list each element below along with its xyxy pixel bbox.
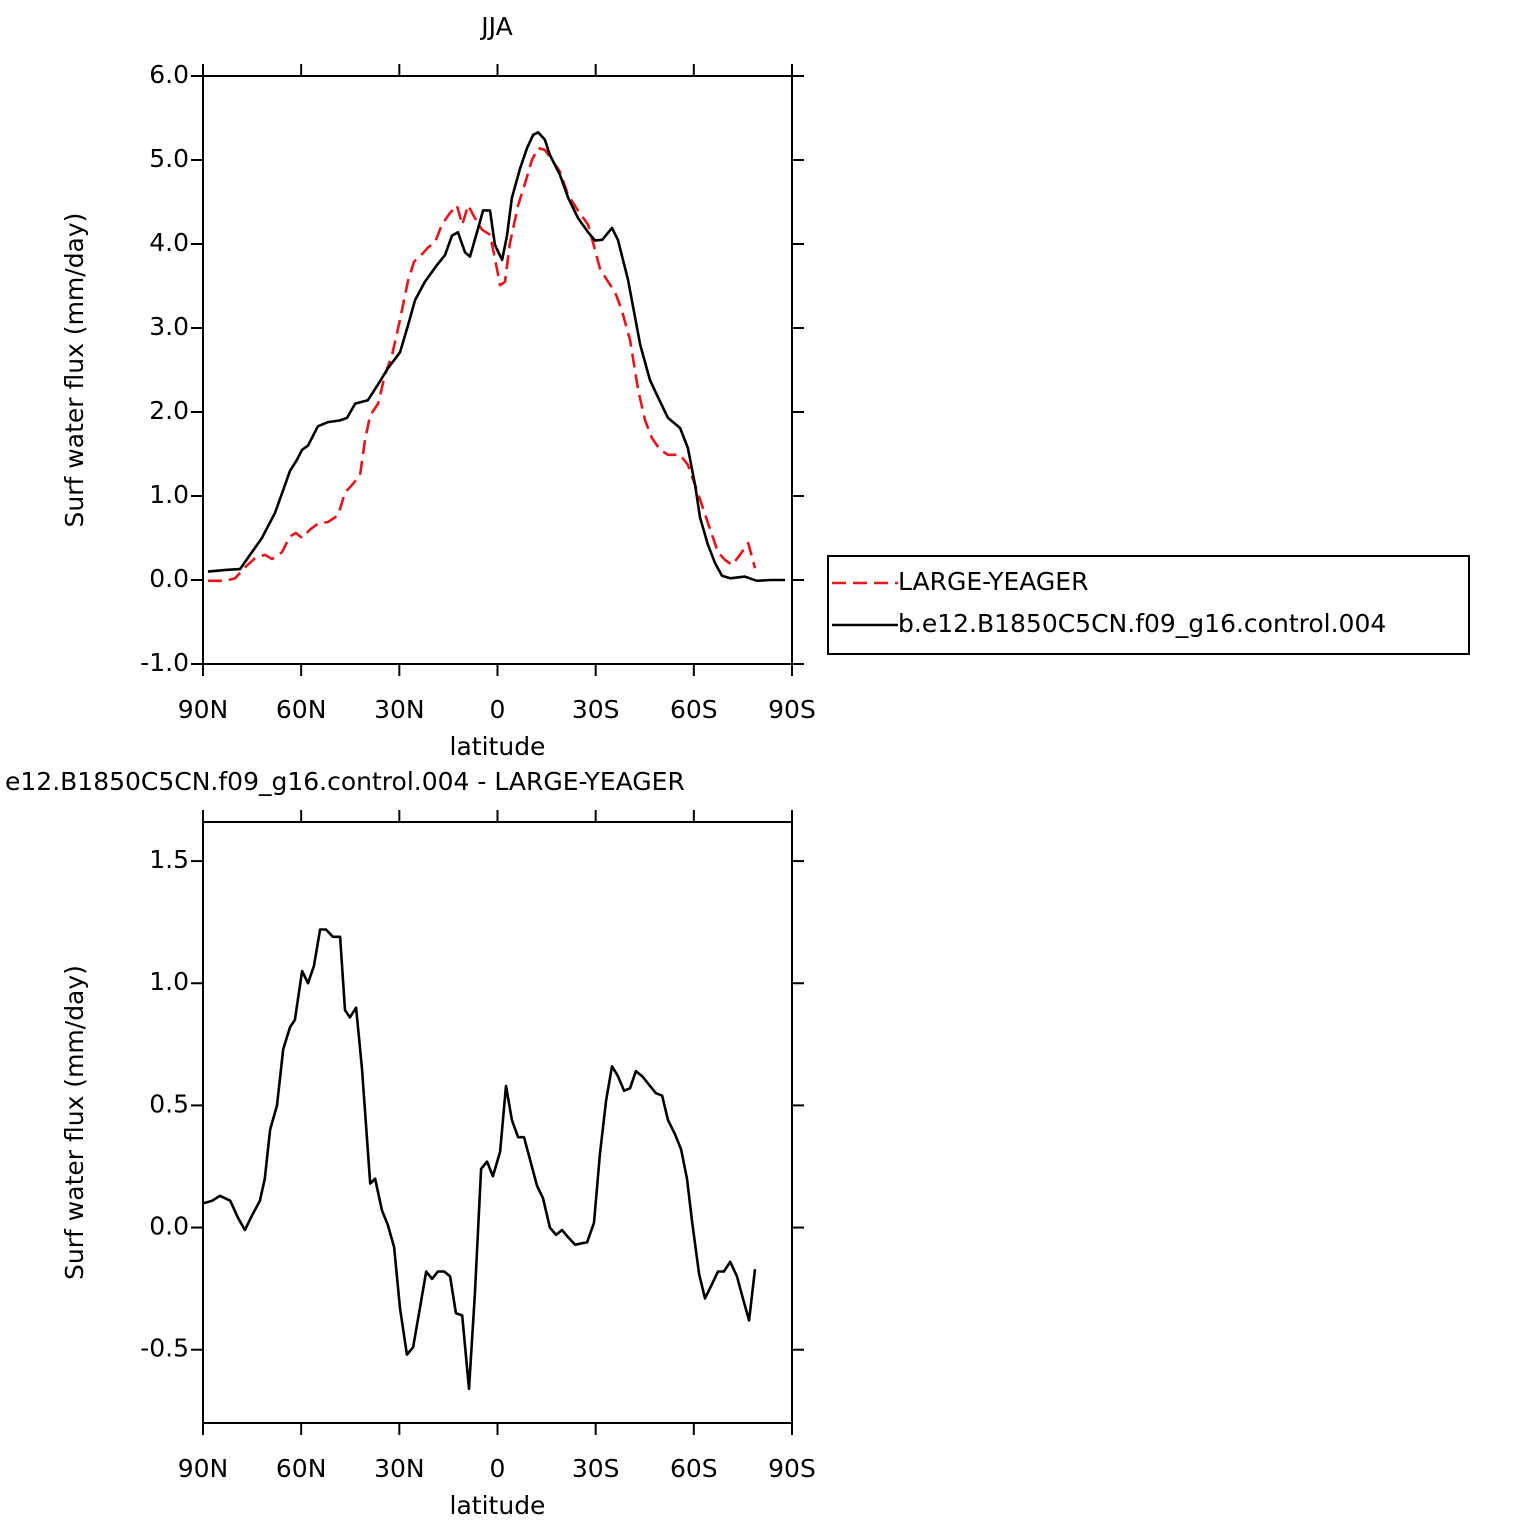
plot-frame: [202, 75, 793, 665]
y-tick-label: 1.5: [149, 845, 189, 874]
legend-label: LARGE-YEAGER: [898, 567, 1088, 596]
x-tick-label: 90S: [768, 695, 816, 724]
y-tick-label: 0.0: [149, 1212, 189, 1241]
x-tick-label: 90N: [178, 695, 229, 724]
x-tick-label: 90S: [768, 1454, 816, 1483]
x-tick-label: 30N: [374, 1454, 425, 1483]
y-tick-label: -0.5: [140, 1334, 189, 1363]
y-axis-label: Surf water flux (mm/day): [60, 213, 89, 528]
chart-title: JJA: [479, 12, 512, 41]
y-tick-label: 6.0: [149, 60, 189, 89]
y-tick-label: 0.5: [149, 1089, 189, 1118]
x-tick-label: 30S: [572, 1454, 620, 1483]
x-tick-label: 0: [490, 695, 506, 724]
data-line: [207, 146, 757, 583]
chart-title: e12.B1850C5CN.f09_g16.control.004 - LARG…: [5, 767, 685, 796]
legend-label: b.e12.B1850C5CN.f09_g16.control.004: [898, 609, 1386, 638]
x-tick-label: 60N: [276, 695, 327, 724]
y-tick-label: 0.0: [149, 564, 189, 593]
data-line: [207, 131, 786, 583]
x-axis-label: latitude: [450, 732, 546, 761]
x-tick-label: 60S: [670, 695, 718, 724]
legend: LARGE-YEAGER b.e12.B1850C5CN.f09_g16.cont…: [827, 555, 1470, 655]
data-line: [203, 928, 757, 1391]
x-tick-label: 0: [490, 1454, 506, 1483]
y-tick-label: 2.0: [149, 396, 189, 425]
y-tick-label: 3.0: [149, 312, 189, 341]
y-tick-label: 1.0: [149, 967, 189, 996]
x-tick-label: 60N: [276, 1454, 327, 1483]
x-tick-label: 60S: [670, 1454, 718, 1483]
y-axis-label: Surf water flux (mm/day): [60, 965, 89, 1280]
x-tick-label: 90N: [178, 1454, 229, 1483]
y-tick-label: 1.0: [149, 480, 189, 509]
plot-frame: [202, 821, 793, 1424]
y-tick-label: 4.0: [149, 228, 189, 257]
y-tick-label: 5.0: [149, 144, 189, 173]
legend-box: [827, 555, 1470, 655]
x-tick-label: 30N: [374, 695, 425, 724]
x-axis-label: latitude: [450, 1491, 546, 1520]
x-tick-label: 30S: [572, 695, 620, 724]
y-tick-label: -1.0: [140, 648, 189, 677]
